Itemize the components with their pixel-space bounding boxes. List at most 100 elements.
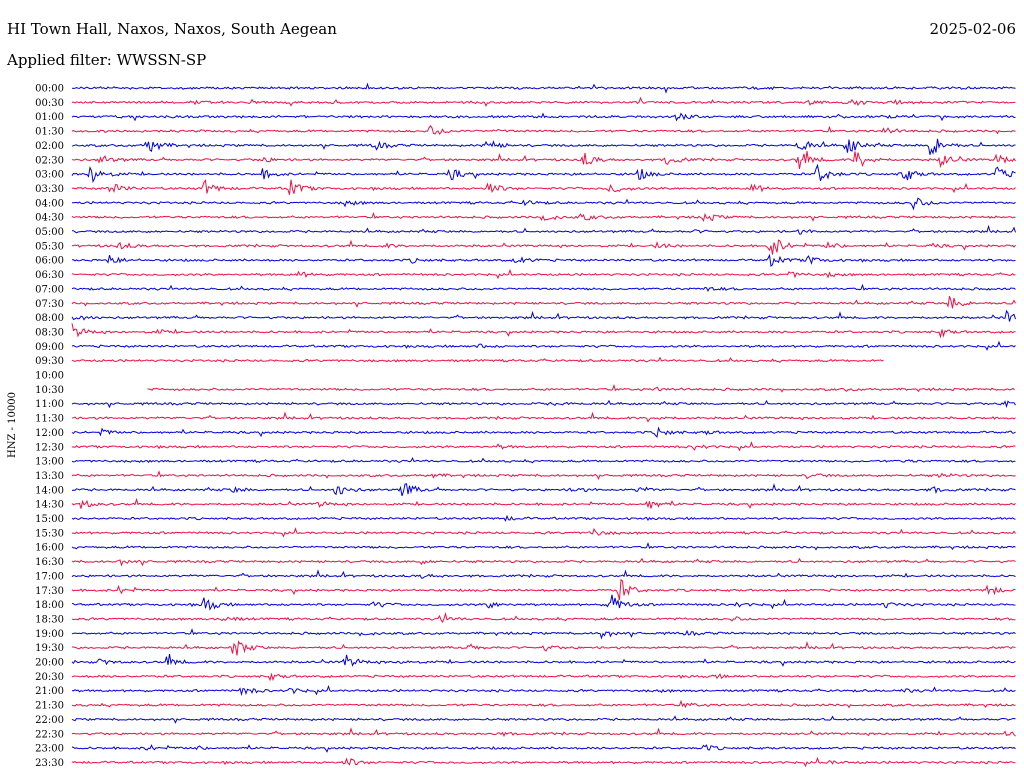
time-tick-label: 13:00 [35,457,64,468]
time-tick-label: 16:30 [35,557,64,568]
time-tick-label: 00:30 [35,98,64,109]
trace-1800 [71,594,1016,611]
time-tick-label: 15:00 [35,514,64,525]
trace-1030 [147,384,1015,393]
time-tick-label: 02:30 [35,155,64,166]
trace-0330 [71,179,1016,195]
time-tick-label: 11:00 [35,399,64,410]
time-tick-label: 00:00 [35,84,64,95]
time-tick-label: 23:30 [35,758,64,769]
time-tick-label: 20:00 [35,658,64,669]
trace-0130 [71,124,1016,135]
time-tick-label: 12:00 [35,428,64,439]
trace-1200 [71,426,1016,438]
time-tick-label: 19:00 [35,629,64,640]
trace-1300 [71,456,1016,464]
trace-2230 [71,727,1016,737]
trace-0630 [71,268,1016,280]
trace-0100 [71,112,1016,122]
time-tick-label: 06:30 [35,270,64,281]
trace-2130 [71,699,1016,709]
time-tick-label: 08:00 [35,313,64,324]
time-tick-label: 17:30 [35,586,64,597]
time-tick-label: 21:00 [35,686,64,697]
time-tick-label: 01:00 [35,112,64,123]
trace-0900 [71,340,1016,351]
trace-0500 [71,224,1016,235]
time-tick-label: 02:00 [35,141,64,152]
trace-1730 [71,578,1016,601]
time-tick-label: 07:00 [35,284,64,295]
trace-0600 [71,253,1016,267]
trace-2330 [71,756,1016,768]
time-tick-label: 10:30 [35,385,64,396]
time-tick-label: 07:30 [35,299,64,310]
trace-0230 [71,151,1016,169]
time-tick-label: 06:00 [35,256,64,267]
trace-0530 [71,239,1016,255]
trace-1930 [72,640,1016,656]
trace-1700 [71,569,1016,579]
time-tick-label: 05:00 [35,227,64,238]
trace-0030 [71,96,1016,107]
time-tick-label: 21:30 [35,701,64,712]
trace-0000 [71,82,1016,94]
time-tick-label: 18:30 [35,614,64,625]
trace-1430 [71,497,1016,509]
time-tick-label: 12:30 [35,442,64,453]
trace-2100 [71,685,1016,697]
trace-1830 [71,612,1016,624]
time-tick-label: 23:00 [35,744,64,755]
time-tick-label: 09:00 [35,342,64,353]
trace-1600 [71,541,1016,551]
trace-2030 [71,672,1016,682]
plot-date: 2025-02-06 [929,20,1016,38]
time-tick-label: 10:00 [35,371,64,382]
trace-1630 [71,557,1016,567]
time-tick-label: 20:30 [35,672,64,683]
time-tick-label: 14:00 [35,485,64,496]
trace-1500 [71,514,1016,522]
trace-0800 [71,309,1016,322]
tick-label-group: 00:00 00:30 01:00 01:30 02:00 02:30 03:00 03:30… [35,84,64,769]
trace-0200 [71,138,1016,155]
time-tick-label: 04:30 [35,213,64,224]
trace-1530 [71,527,1016,538]
time-tick-label: 04:00 [35,198,64,209]
time-tick-label: 16:00 [35,543,64,554]
time-tick-label: 11:30 [35,414,64,425]
trace-group [71,82,1016,768]
trace-0430 [71,211,1016,223]
trace-0830 [71,323,1016,339]
trace-1100 [71,399,1016,409]
trace-1400 [71,483,1016,497]
y-axis-label: HNZ - 10000 [7,392,18,458]
time-tick-label: 22:30 [35,729,64,740]
trace-0400 [72,197,1016,211]
time-tick-label: 15:30 [35,528,64,539]
time-tick-label: 09:30 [35,356,64,367]
trace-1130 [71,411,1016,423]
time-tick-label: 08:30 [35,327,64,338]
trace-2200 [71,715,1016,724]
time-tick-label: 03:00 [35,170,64,181]
trace-0730 [71,296,1016,309]
trace-1330 [71,470,1016,481]
trace-0930 [71,356,884,363]
trace-0700 [71,283,1016,293]
time-tick-label: 17:00 [35,571,64,582]
time-tick-label: 22:00 [35,715,64,726]
time-tick-label: 03:30 [35,184,64,195]
trace-0300 [71,163,1016,184]
filter-label: Applied filter: WWSSN-SP [7,51,207,69]
time-tick-label: 13:30 [35,471,64,482]
time-tick-label: 18:00 [35,600,64,611]
time-tick-label: 05:30 [35,241,64,252]
time-tick-label: 14:30 [35,500,64,511]
trace-1230 [71,441,1016,452]
trace-2300 [71,744,1016,753]
trace-2000 [71,653,1016,667]
time-tick-label: 01:30 [35,127,64,138]
station-title: HI Town Hall, Naxos, Naxos, South Aegean [7,20,337,38]
